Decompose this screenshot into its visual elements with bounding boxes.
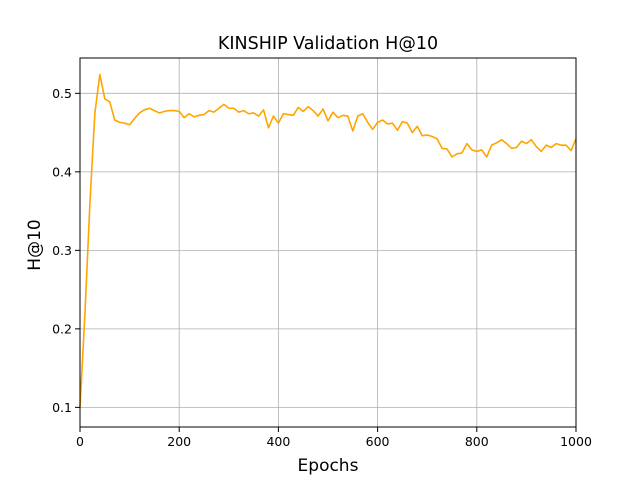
grid	[79, 58, 577, 427]
x-tick-label: 0	[76, 434, 84, 449]
x-tick-label: 200	[167, 434, 191, 449]
x-tick-label: 800	[465, 434, 489, 449]
x-axis-label: Epochs	[298, 456, 359, 476]
y-tick-label: 0.4	[52, 164, 72, 179]
series-line	[79, 73, 577, 409]
plot-frame	[79, 57, 577, 428]
series-layer	[79, 73, 577, 409]
x-tick-label: 400	[266, 434, 290, 449]
x-tick-label: 1000	[560, 434, 592, 449]
y-tick-label: 0.1	[52, 400, 72, 415]
y-axis-label: H@10	[25, 219, 45, 270]
chart-title: KINSHIP Validation H@10	[218, 34, 438, 54]
y-tick-label: 0.2	[52, 321, 72, 336]
y-tick-label: 0.5	[52, 86, 72, 101]
ticks: 0 200 400 600 800 1000 0.1 0.2 0.3 0.4 0.5	[52, 86, 592, 449]
x-tick-label: 600	[366, 434, 390, 449]
y-tick-label: 0.3	[52, 243, 72, 258]
